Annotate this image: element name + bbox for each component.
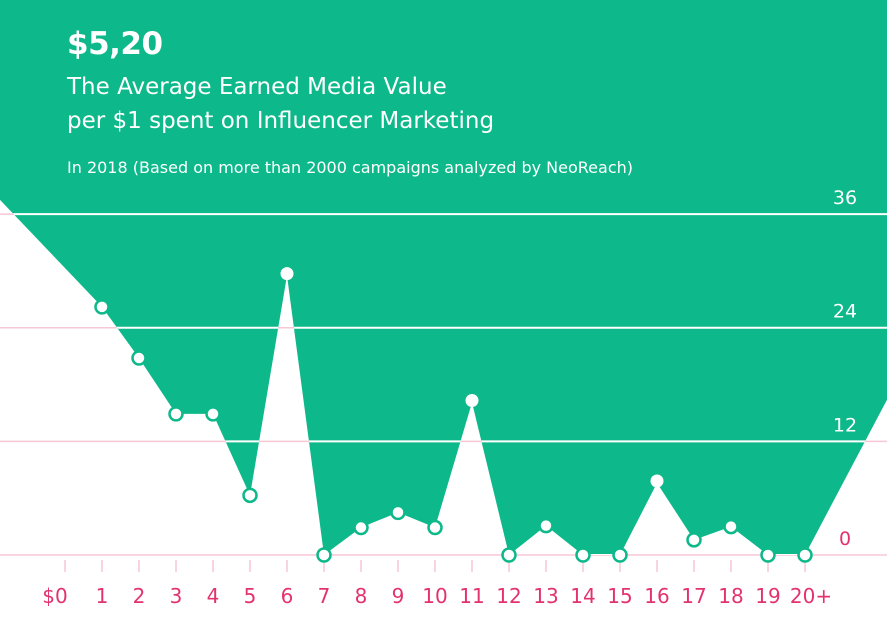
- y-tick-label: 12: [833, 414, 857, 436]
- x-tick-label: 4: [207, 584, 220, 608]
- data-point: [280, 267, 294, 281]
- y-tick-label: 36: [833, 187, 857, 209]
- x-tick-label: 19: [755, 584, 780, 608]
- y-tick-label: 0: [839, 528, 851, 550]
- data-point: [650, 474, 664, 488]
- x-tick-label: 16: [644, 584, 669, 608]
- data-point: [94, 299, 110, 315]
- data-point: [353, 519, 369, 536]
- data-point: [686, 532, 702, 548]
- chart-title-line1: The Average Earned Media Value: [67, 74, 447, 100]
- headline-value: $5,20: [67, 26, 163, 62]
- x-tick-label: 6: [281, 584, 294, 608]
- x-tick-label: 1: [96, 584, 109, 608]
- x-tick-label: 2: [133, 584, 146, 608]
- data-point: [427, 519, 443, 536]
- x-tick-label: 9: [392, 584, 405, 608]
- data-point: [723, 518, 739, 535]
- data-point: [538, 517, 554, 534]
- chart-title-line2: per $1 spent on Influencer Marketing: [67, 108, 495, 134]
- chart-subtitle: In 2018 (Based on more than 2000 campaig…: [67, 158, 633, 177]
- y-tick-label: 24: [833, 301, 857, 323]
- data-point: [760, 547, 776, 563]
- data-point: [575, 547, 591, 563]
- data-point: [205, 406, 221, 422]
- x-tick-label: 18: [718, 584, 743, 608]
- x-tick-label: 14: [570, 584, 595, 608]
- data-point: [242, 487, 258, 504]
- data-point: [612, 547, 628, 563]
- x-tick-label: 7: [318, 584, 331, 608]
- x-tick-label: 15: [607, 584, 632, 608]
- x-tick-label: 3: [170, 584, 183, 608]
- data-point: [131, 350, 147, 366]
- x-tick-label: 13: [533, 584, 558, 608]
- data-point: [168, 406, 184, 422]
- data-point: [465, 394, 479, 408]
- data-point: [501, 547, 517, 563]
- x-tick-label: 11: [459, 584, 484, 608]
- x-tick-label: 17: [681, 584, 706, 608]
- x-tick-label: $0: [42, 584, 67, 608]
- data-point: [390, 504, 406, 521]
- x-tick-label: 8: [355, 584, 368, 608]
- x-tick-label: 5: [244, 584, 257, 608]
- x-tick-label: 10: [422, 584, 447, 608]
- data-point: [316, 547, 332, 563]
- data-point: [797, 547, 813, 563]
- area-fill: [0, 0, 887, 555]
- x-tick-label: 20+: [790, 584, 832, 608]
- x-tick-label: 12: [496, 584, 521, 608]
